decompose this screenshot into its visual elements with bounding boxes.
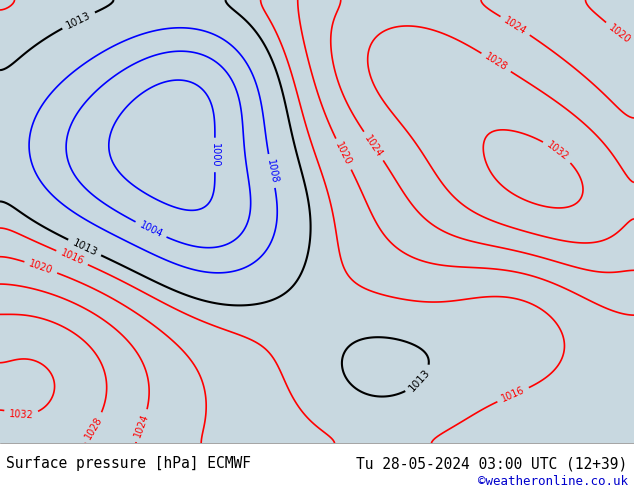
Text: 1013: 1013 <box>70 237 99 258</box>
Text: 1024: 1024 <box>502 15 528 36</box>
Text: 1028: 1028 <box>483 51 509 73</box>
Text: 1013: 1013 <box>407 368 432 393</box>
Text: 1024: 1024 <box>133 413 151 439</box>
Text: 1020: 1020 <box>333 141 354 168</box>
Text: Tu 28-05-2024 03:00 UTC (12+39): Tu 28-05-2024 03:00 UTC (12+39) <box>356 457 628 471</box>
Text: 1020: 1020 <box>606 23 632 45</box>
Text: Surface pressure [hPa] ECMWF: Surface pressure [hPa] ECMWF <box>6 457 251 471</box>
Text: 1032: 1032 <box>545 140 571 163</box>
Text: 1013: 1013 <box>65 10 93 30</box>
Polygon shape <box>0 0 634 443</box>
Text: ©weatheronline.co.uk: ©weatheronline.co.uk <box>477 475 628 488</box>
Text: 1000: 1000 <box>210 143 220 167</box>
Text: 1016: 1016 <box>59 248 86 267</box>
Text: 1016: 1016 <box>500 385 526 404</box>
Text: 1020: 1020 <box>28 258 54 276</box>
Text: 1032: 1032 <box>9 409 34 420</box>
Text: 1024: 1024 <box>363 133 385 159</box>
Text: 1008: 1008 <box>264 158 279 184</box>
Text: 1004: 1004 <box>138 220 164 240</box>
Text: 1028: 1028 <box>82 414 104 441</box>
